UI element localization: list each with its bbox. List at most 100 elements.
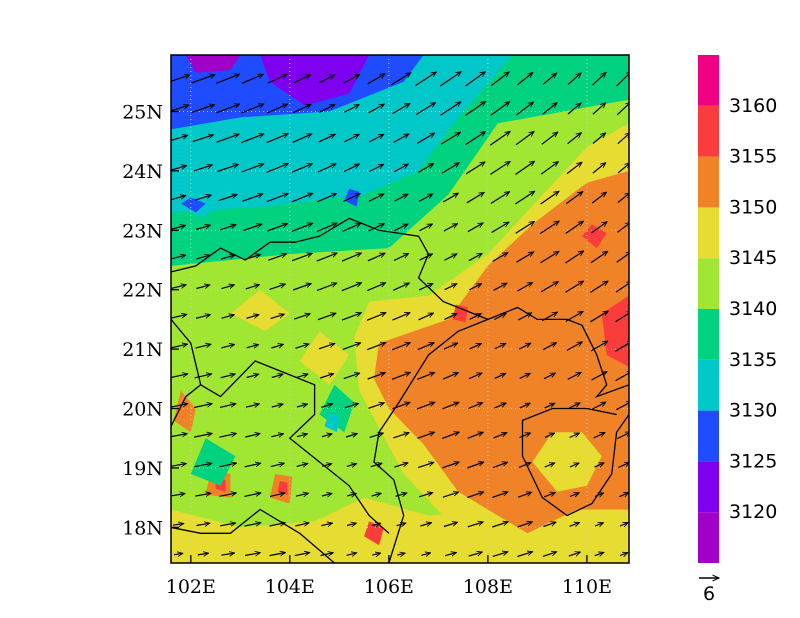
wind-vector [393, 433, 409, 439]
wind-vector [295, 344, 309, 349]
wind-vector [343, 373, 360, 380]
field-region-9 [171, 432, 629, 563]
wind-vector [245, 285, 260, 290]
y-tick-label: 18N [122, 517, 163, 539]
wind-vector [318, 104, 335, 113]
wind-vector [617, 163, 629, 174]
field-region-5 [185, 55, 241, 73]
wind-vector [565, 281, 584, 293]
wind-vector [194, 404, 212, 409]
wind-vector [569, 432, 580, 439]
x-tick-label: 110E [562, 576, 612, 598]
wind-vector [542, 342, 556, 351]
wind-vector [516, 102, 534, 116]
wind-vector [343, 104, 359, 113]
wind-vector [469, 283, 481, 291]
wind-vector [392, 103, 411, 115]
colorbar-label: 3140 [729, 298, 777, 320]
wind-vector [566, 162, 582, 175]
wind-vector [219, 225, 236, 231]
wind-vector [294, 553, 310, 556]
wind-vector [416, 402, 435, 410]
wind-vector [517, 552, 532, 558]
field-region-7 [180, 197, 206, 213]
wind-vector [441, 163, 459, 174]
field-region-14 [582, 224, 607, 249]
wind-vector [467, 492, 483, 499]
wind-vector [341, 313, 361, 321]
wind-vector [542, 73, 557, 86]
wind-vector [194, 374, 212, 379]
field-region-24 [190, 438, 236, 486]
wind-vector [367, 73, 386, 85]
coastline-1 [521, 414, 629, 517]
wind-vector [615, 311, 629, 323]
wind-vector [343, 163, 360, 173]
wind-vector [341, 283, 362, 292]
wind-vector [171, 135, 188, 142]
wind-vector [543, 372, 556, 380]
y-tick-label: 23N [122, 220, 163, 242]
wind-vector [615, 371, 629, 382]
wind-vector [221, 344, 234, 349]
wind-vector [541, 132, 558, 145]
wind-vector [442, 372, 458, 380]
wind-vectors [171, 71, 629, 558]
wind-vector [540, 162, 558, 175]
wind-vector [270, 314, 285, 320]
wind-vector [242, 194, 263, 202]
wind-vector [320, 374, 334, 379]
wind-vector [515, 221, 535, 234]
wind-vector [268, 254, 286, 261]
wind-vector [196, 255, 210, 260]
wind-vector [565, 311, 583, 322]
wind-vector [296, 404, 308, 407]
wind-vector [619, 553, 628, 556]
wind-vector [291, 193, 313, 203]
field-region-22 [230, 289, 290, 332]
wind-vector [368, 103, 385, 114]
wind-vector [343, 193, 360, 203]
wind-vector [392, 312, 411, 321]
wind-vector [291, 163, 312, 173]
wind-vector [346, 523, 356, 525]
wind-vector [515, 161, 534, 175]
wind-vector [241, 73, 263, 84]
wind-vector [368, 403, 385, 409]
wind-vector [543, 493, 555, 498]
wind-vector [369, 433, 384, 438]
wind-vector [271, 374, 283, 377]
wind-vector [320, 553, 334, 556]
colorbar-swatch-8 [698, 105, 719, 157]
wind-vector [368, 193, 384, 202]
wind-vector [416, 133, 434, 144]
wind-vector [195, 225, 210, 230]
wind-vector [541, 311, 557, 322]
y-tick-label: 19N [122, 458, 163, 480]
x-tick-label: 106E [364, 576, 414, 598]
field-region-26 [324, 411, 340, 433]
wind-vector [440, 102, 462, 116]
wind-vector [394, 463, 408, 468]
wind-vector [567, 133, 582, 145]
geopotential-height-field [171, 55, 629, 563]
wind-vector [219, 404, 236, 408]
wind-vector [565, 221, 584, 234]
wind-vector [321, 404, 333, 408]
colorbar-swatch-5 [698, 258, 719, 309]
wind-vector [444, 283, 457, 291]
wind-vector [193, 433, 212, 438]
wind-vector [246, 345, 259, 348]
wind-vector [569, 493, 579, 497]
wind-vector [594, 552, 604, 555]
wind-vector [392, 282, 409, 291]
wind-vector [267, 224, 287, 232]
wind-vector [565, 251, 583, 264]
wind-vector [465, 72, 486, 87]
wind-vector [241, 164, 264, 173]
plot-frame [170, 54, 630, 564]
wind-vector [244, 254, 261, 261]
wind-vector [195, 315, 210, 319]
wind-vector [594, 492, 604, 497]
wind-vector [492, 522, 508, 528]
